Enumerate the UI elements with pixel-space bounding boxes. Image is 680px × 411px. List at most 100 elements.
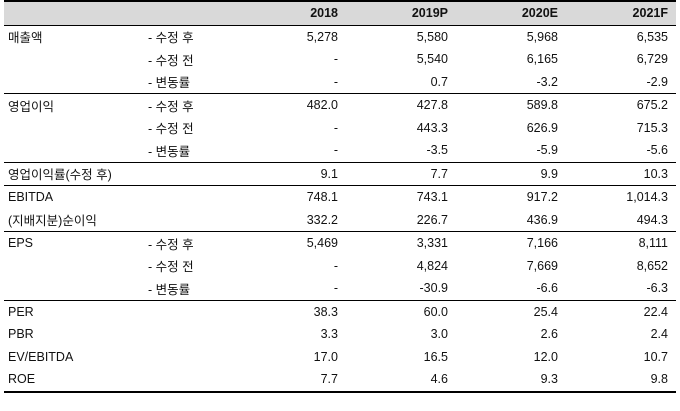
value-cell: 9.1 (240, 161, 346, 186)
value-cell: - (333, 258, 338, 273)
table-row: ROE 7.7 4.6 9.3 9.8 (4, 368, 676, 393)
value-cell: - (333, 74, 338, 89)
row-label (4, 139, 140, 162)
value-cell: 8,111 (566, 231, 676, 255)
value-cell: - (333, 143, 338, 158)
row-sublabel (140, 209, 240, 232)
row-sublabel (140, 368, 240, 393)
value-cell: 25.4 (456, 299, 566, 323)
value-cell: 626.9 (526, 120, 558, 135)
value-cell: -3.2 (536, 74, 558, 89)
value-cell: - (333, 120, 338, 135)
row-label: 영업이익률(수정 후) (4, 161, 140, 186)
value-cell: 17.0 (313, 349, 338, 364)
value-cell: 3.0 (430, 327, 448, 342)
value-cell: 7.7 (346, 161, 456, 186)
value-cell: 1,014.3 (566, 185, 676, 209)
table-row: 매출액 - 수정 후 5,278 5,580 5,968 6,535 (4, 24, 676, 48)
row-label (4, 71, 140, 94)
value-cell: 436.9 (526, 212, 558, 227)
value-cell: -5.6 (646, 143, 668, 158)
row-label: EPS (4, 231, 140, 255)
header-row: 2018 2019P 2020E 2021F (4, 0, 676, 26)
value-cell: 589.8 (456, 93, 566, 117)
value-cell: 5,278 (240, 24, 346, 48)
row-label (4, 277, 140, 300)
value-cell: 6,535 (566, 24, 676, 48)
row-label: ROE (4, 368, 140, 393)
value-cell: 743.1 (346, 185, 456, 209)
row-sublabel (140, 185, 240, 209)
value-cell: 427.8 (346, 93, 456, 117)
table-row: - 수정 전 - 443.3 626.9 715.3 (4, 117, 676, 140)
value-cell: -30.9 (419, 281, 449, 296)
row-sublabel (140, 299, 240, 323)
value-cell: 0.7 (430, 74, 448, 89)
value-cell: 22.4 (566, 299, 676, 323)
table-row: EPS - 수정 후 5,469 3,331 7,166 8,111 (4, 231, 676, 255)
header-cell-2019p: 2019P (346, 0, 456, 26)
value-cell: - (333, 52, 338, 67)
header-cell-sub (140, 0, 240, 26)
table-body: 매출액 - 수정 후 5,278 5,580 5,968 6,535 - 수정 전 - 5,54… (4, 24, 676, 393)
value-cell: 4,824 (416, 258, 448, 273)
row-sublabel: - 수정 전 (148, 53, 194, 68)
value-cell: -3.5 (426, 143, 448, 158)
value-cell: 7,669 (526, 258, 558, 273)
row-sublabel (140, 323, 240, 346)
value-cell: 4.6 (346, 368, 456, 393)
value-cell: -6.6 (536, 281, 558, 296)
table-row: - 수정 전 - 5,540 6,165 6,729 (4, 48, 676, 71)
row-label: EBITDA (4, 185, 140, 209)
table-row: 영업이익률(수정 후) 9.1 7.7 9.9 10.3 (4, 161, 676, 186)
value-cell: 2.4 (650, 327, 668, 342)
table-row: - 수정 전 - 4,824 7,669 8,652 (4, 255, 676, 278)
value-cell: 38.3 (240, 299, 346, 323)
value-cell: 443.3 (416, 120, 448, 135)
row-sublabel: - 수정 전 (148, 260, 194, 275)
value-cell: 5,469 (240, 231, 346, 255)
financial-estimates-table: 2018 2019P 2020E 2021F 매출액 - 수정 후 5,278 5,5… (4, 0, 676, 393)
value-cell: 6,729 (636, 52, 668, 67)
value-cell: -2.9 (646, 74, 668, 89)
row-sublabel: - 수정 후 (140, 93, 240, 117)
table-row: - 변동률 - -3.5 -5.9 -5.6 (4, 139, 676, 162)
table-row: PER 38.3 60.0 25.4 22.4 (4, 299, 676, 323)
row-label: PER (4, 299, 140, 323)
table-row: (지배지분)순이익 332.2 226.7 436.9 494.3 (4, 209, 676, 232)
value-cell: 6,165 (526, 52, 558, 67)
value-cell: 482.0 (240, 93, 346, 117)
value-cell: 7,166 (456, 231, 566, 255)
value-cell: 5,540 (416, 52, 448, 67)
value-cell: 917.2 (456, 185, 566, 209)
value-cell: -5.9 (536, 143, 558, 158)
header-cell-2021f: 2021F (566, 0, 676, 26)
row-label: EV/EBITDA (8, 349, 74, 364)
table-row: EV/EBITDA 17.0 16.5 12.0 10.7 (4, 346, 676, 369)
header-cell-label (4, 0, 140, 26)
value-cell: 3.3 (320, 327, 338, 342)
row-sublabel: - 변동률 (148, 282, 191, 297)
row-sublabel: - 수정 후 (140, 231, 240, 255)
value-cell: 7.7 (240, 368, 346, 393)
row-sublabel: - 수정 전 (148, 122, 194, 137)
value-cell: 494.3 (636, 212, 668, 227)
row-sublabel: - 변동률 (148, 76, 191, 91)
row-sublabel (140, 346, 240, 369)
row-label (4, 48, 140, 71)
row-label: 영업이익 (4, 93, 140, 117)
value-cell: 675.2 (566, 93, 676, 117)
value-cell: -6.3 (646, 281, 668, 296)
value-cell: 9.3 (456, 368, 566, 393)
value-cell: 5,580 (346, 24, 456, 48)
table-row: - 변동률 - -30.9 -6.6 -6.3 (4, 277, 676, 300)
value-cell: 9.9 (456, 161, 566, 186)
value-cell: 5,968 (456, 24, 566, 48)
value-cell: 3,331 (346, 231, 456, 255)
value-cell: 10.3 (566, 161, 676, 186)
table-header: 2018 2019P 2020E 2021F (4, 0, 676, 26)
value-cell: 12.0 (533, 349, 558, 364)
value-cell: - (333, 281, 338, 296)
table-row: - 변동률 - 0.7 -3.2 -2.9 (4, 71, 676, 94)
value-cell: 2.6 (540, 327, 558, 342)
